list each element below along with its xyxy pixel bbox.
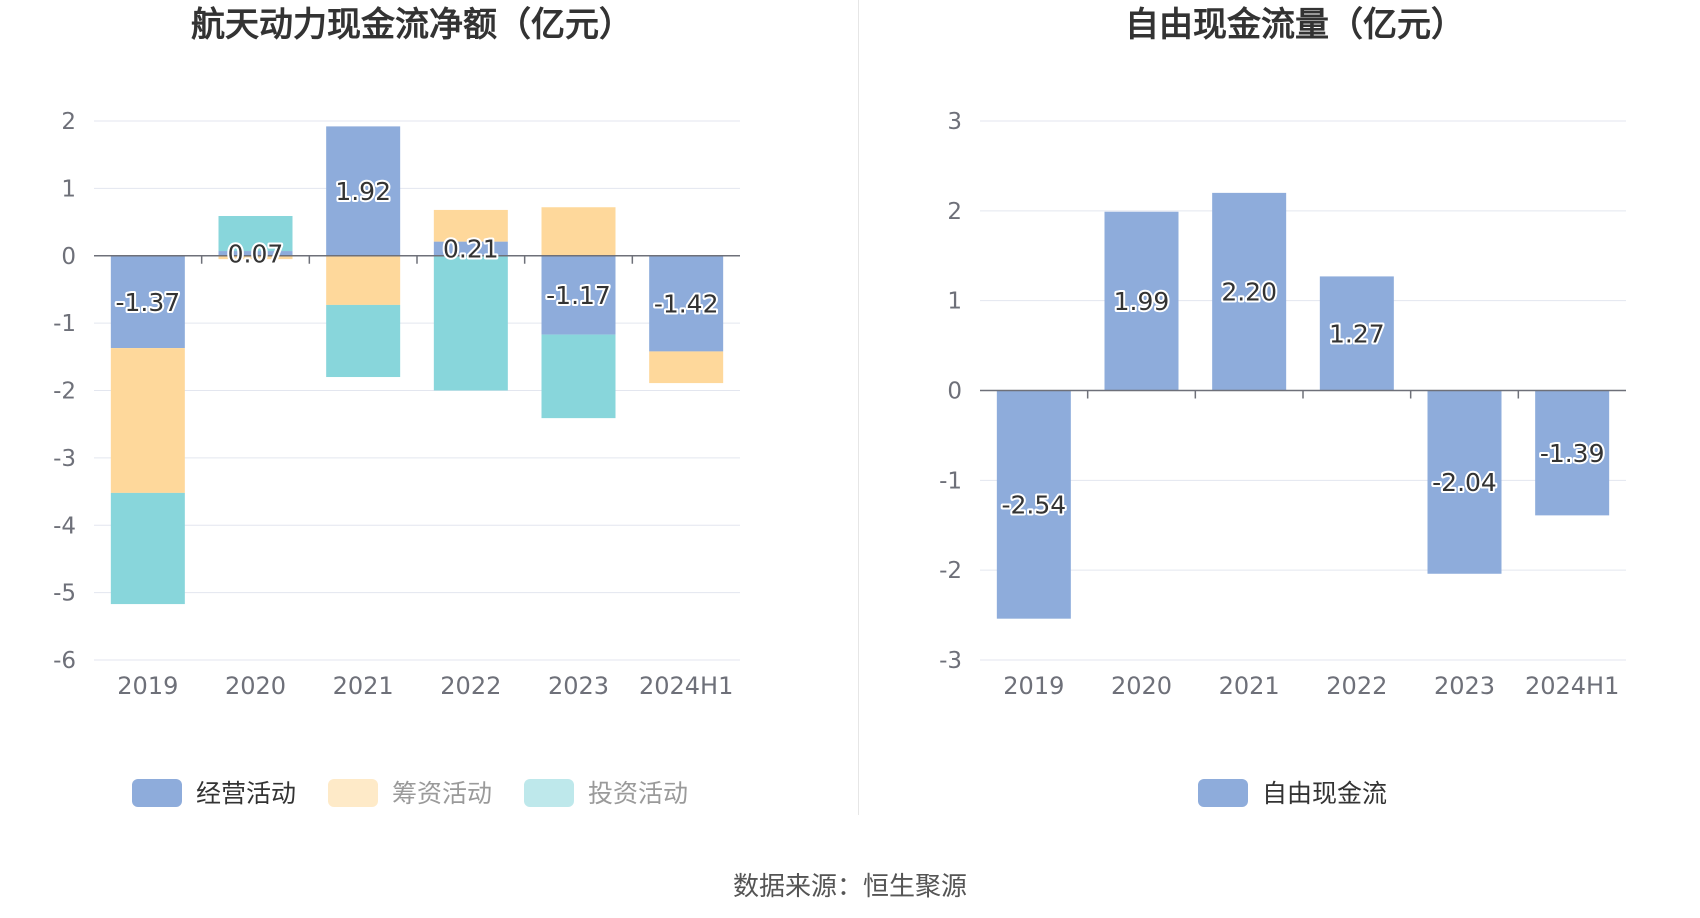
- chart1-x-tick-label: 2023: [548, 672, 609, 700]
- chart1-bar-2-2019: [110, 348, 185, 493]
- chart2-x-tick-label: 2021: [1219, 672, 1280, 700]
- chart2-data-label: 2.20: [1221, 278, 1277, 307]
- chart1-legend-label-1: 经营活动: [196, 779, 296, 808]
- chart1-bar-3-2019: [110, 492, 185, 605]
- chart1-legend-swatch-2: [328, 779, 378, 807]
- chart1-bar-1-2021: [326, 126, 401, 256]
- chart1-data-label: -1.17: [546, 281, 611, 310]
- chart1-y-tick-label: -6: [53, 648, 76, 674]
- chart1-y-tick-label: -5: [53, 581, 76, 607]
- chart1-bar-1-2023: [541, 255, 616, 335]
- chart2-x-tick-label: 2024H1: [1525, 672, 1619, 700]
- chart1-y-tick-label: -1: [53, 311, 76, 337]
- chart1-bar-2-2020: [218, 255, 293, 260]
- chart1-legend-swatch-1: [132, 779, 182, 807]
- chart2-y-tick-label: -2: [939, 558, 962, 584]
- chart1-bar-3-2022: [433, 255, 508, 391]
- chart2-y-tick-label: 1: [947, 289, 962, 315]
- chart1-bar-3-2020: [218, 215, 293, 252]
- chart1-bar-2-2021: [326, 255, 401, 305]
- chart1-x-tick-label: 2019: [117, 672, 178, 700]
- chart1-bar-1-2020: [218, 251, 293, 256]
- chart1-bar-1-2022: [433, 241, 508, 256]
- chart2-x-tick-label: 2020: [1111, 672, 1172, 700]
- chart2-data-label: -2.04: [1432, 468, 1497, 497]
- chart2-x-tick-label: 2022: [1326, 672, 1387, 700]
- chart1-y-tick-label: 1: [61, 176, 76, 202]
- chart1-x-tick-label: 2022: [440, 672, 501, 700]
- chart1-title: 航天动力现金流净额（亿元）: [191, 5, 633, 45]
- chart1-bar-2-2023: [541, 207, 616, 256]
- chart2-bar-1-2019: [996, 390, 1071, 619]
- chart1-y-tick-label: 2: [61, 109, 76, 135]
- chart2-legend-swatch-1: [1198, 779, 1248, 807]
- chart2-y-tick-label: -3: [939, 648, 962, 674]
- chart2-data-label: 1.99: [1114, 287, 1170, 316]
- chart1-data-label: 1.92: [335, 177, 391, 206]
- chart2-y-tick-label: -1: [939, 468, 962, 494]
- chart1-y-tick-label: 0: [61, 244, 76, 270]
- chart1-bar-1-2024H1: [649, 255, 724, 352]
- chart1-y-tick-label: -3: [53, 446, 76, 472]
- chart1-legend-label-3: 投资活动: [588, 779, 688, 808]
- chart1-bar-1-2019: [110, 255, 185, 349]
- chart2-x-tick-label: 2019: [1003, 672, 1064, 700]
- data-source-note: 数据来源：恒生聚源: [732, 872, 967, 902]
- chart1-data-label: 0.21: [443, 235, 499, 264]
- chart1-x-tick-label: 2024H1: [639, 672, 733, 700]
- chart2-x-tick-label: 2023: [1434, 672, 1495, 700]
- chart2-y-tick-label: 0: [947, 379, 962, 405]
- chart1-bar-2-2024H1: [649, 351, 724, 384]
- chart1-legend-label-2: 筹资活动: [392, 779, 492, 808]
- chart2-y-tick-label: 3: [947, 109, 962, 135]
- chart2-data-label: 1.27: [1329, 319, 1385, 348]
- chart1-bar-3-2023: [541, 334, 616, 419]
- chart2-bar-1-2024H1: [1535, 390, 1610, 516]
- chart2-y-tick-label: 2: [947, 199, 962, 225]
- panel-divider: [858, 0, 859, 815]
- chart1-data-label: -1.42: [654, 290, 719, 319]
- chart1-y-tick-label: -2: [53, 379, 76, 405]
- chart2-legend-label-1: 自由现金流: [1262, 779, 1387, 808]
- chart2-bar-1-2020: [1104, 211, 1179, 391]
- chart1-data-label: 0.07: [228, 239, 284, 268]
- chart1-bar-2-2022: [433, 209, 508, 242]
- chart1-legend-swatch-3: [524, 779, 574, 807]
- chart1-bar-3-2021: [326, 304, 401, 378]
- chart1-y-tick-label: -4: [53, 513, 76, 539]
- chart2-bar-1-2021: [1212, 192, 1287, 391]
- chart1-x-tick-label: 2020: [225, 672, 286, 700]
- chart1-x-tick-label: 2021: [333, 672, 394, 700]
- chart1-data-label: -1.37: [115, 288, 180, 317]
- chart2-data-label: -2.54: [1001, 491, 1066, 520]
- chart2-data-label: -1.39: [1540, 439, 1605, 468]
- chart2-bar-1-2023: [1427, 390, 1502, 574]
- chart2-title: 自由现金流量（亿元）: [1125, 5, 1465, 45]
- chart2-bar-1-2022: [1319, 276, 1394, 391]
